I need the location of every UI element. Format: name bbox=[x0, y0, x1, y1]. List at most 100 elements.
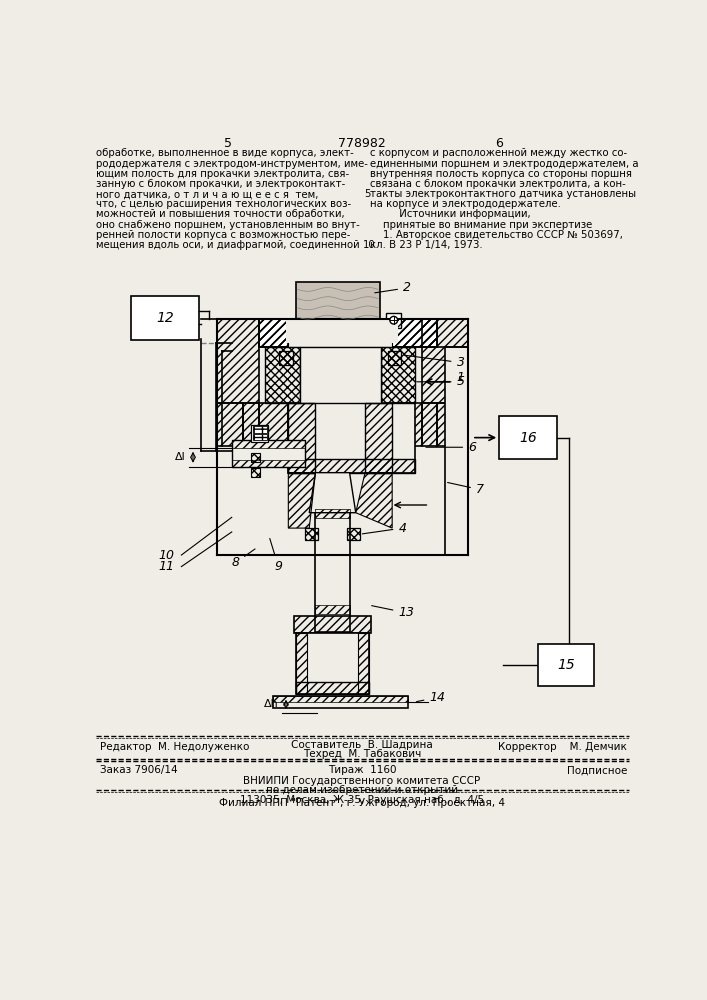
Bar bbox=[315, 509, 349, 518]
Text: Редактор  М. Недолуженко: Редактор М. Недолуженко bbox=[100, 742, 250, 752]
Text: 16: 16 bbox=[520, 431, 537, 445]
Bar bbox=[421, 403, 437, 446]
Bar bbox=[380, 347, 416, 403]
Bar bbox=[347, 528, 360, 540]
Bar bbox=[296, 282, 380, 324]
Bar bbox=[286, 320, 398, 343]
Text: Тираж  1160: Тираж 1160 bbox=[328, 765, 396, 775]
Bar bbox=[365, 403, 392, 473]
Bar bbox=[217, 319, 259, 403]
Text: единенными поршнем и электрододержателем, а: единенными поршнем и электрододержателем… bbox=[370, 159, 638, 169]
Text: на корпусе и электрододержателе.: на корпусе и электрододержателе. bbox=[370, 199, 561, 209]
Polygon shape bbox=[309, 473, 356, 513]
Text: Источники информации,: Источники информации, bbox=[370, 209, 530, 219]
Text: Заказ 7906/14: Заказ 7906/14 bbox=[100, 765, 177, 775]
Text: мещения вдоль оси, и диафрагмой, соединенной: мещения вдоль оси, и диафрагмой, соедине… bbox=[96, 240, 360, 250]
Text: 6: 6 bbox=[495, 137, 503, 150]
Bar bbox=[305, 528, 317, 540]
Text: 15: 15 bbox=[557, 658, 575, 672]
Bar bbox=[232, 440, 305, 448]
Bar bbox=[252, 434, 267, 440]
Text: 1. Авторское свидетельство СССР № 503697,: 1. Авторское свидетельство СССР № 503697… bbox=[370, 230, 623, 240]
Text: 8: 8 bbox=[231, 549, 255, 569]
Text: оно снабжено поршнем, установленным во внут-: оно снабжено поршнем, установленным во в… bbox=[96, 220, 360, 230]
Polygon shape bbox=[309, 473, 356, 513]
Text: рододержателя с электродом-инструментом, име-: рододержателя с электродом-инструментом,… bbox=[96, 159, 368, 169]
Bar bbox=[279, 351, 293, 365]
Bar bbox=[259, 320, 286, 347]
Text: 778982: 778982 bbox=[338, 137, 386, 150]
Bar bbox=[392, 319, 437, 347]
Text: занную с блоком прокачки, и электроконтакт-: занную с блоком прокачки, и электроконта… bbox=[96, 179, 346, 189]
Text: 7: 7 bbox=[448, 482, 484, 496]
Bar bbox=[538, 644, 594, 686]
Text: 12: 12 bbox=[156, 311, 174, 325]
Text: ющим полость для прокачки электролита, свя-: ющим полость для прокачки электролита, с… bbox=[96, 169, 349, 179]
Bar bbox=[296, 633, 369, 694]
Bar bbox=[232, 460, 305, 467]
Text: Δl: Δl bbox=[175, 452, 185, 462]
Bar bbox=[288, 403, 416, 473]
Bar bbox=[293, 616, 371, 633]
Text: ного датчика, о т л и ч а ю щ е е с я  тем,: ного датчика, о т л и ч а ю щ е е с я те… bbox=[96, 189, 318, 199]
Text: 2: 2 bbox=[375, 281, 411, 294]
Text: 5: 5 bbox=[416, 375, 464, 388]
Text: 5: 5 bbox=[224, 137, 232, 150]
Bar bbox=[387, 351, 402, 365]
Text: 113035, Москва, Ж-35, Раушская наб., д. 4/5: 113035, Москва, Ж-35, Раушская наб., д. … bbox=[240, 795, 484, 805]
Text: по делам изобретений и открытий: по делам изобретений и открытий bbox=[266, 785, 458, 795]
Circle shape bbox=[390, 316, 397, 324]
Text: 13: 13 bbox=[372, 606, 414, 619]
Bar bbox=[273, 696, 408, 702]
Text: Корректор    М. Демчик: Корректор М. Демчик bbox=[498, 742, 627, 752]
Bar bbox=[295, 324, 381, 329]
Text: 4: 4 bbox=[363, 522, 407, 535]
Text: ВНИИПИ Государственного комитета СССР: ВНИИПИ Государственного комитета СССР bbox=[243, 776, 481, 786]
Text: Составитель  В. Шадрина: Составитель В. Шадрина bbox=[291, 740, 433, 750]
Text: 10: 10 bbox=[158, 549, 174, 562]
Bar bbox=[265, 347, 300, 403]
Bar bbox=[243, 403, 259, 446]
Text: 5: 5 bbox=[364, 189, 370, 199]
Bar bbox=[251, 468, 260, 477]
Bar bbox=[288, 459, 416, 473]
Text: с корпусом и расположенной между жестко со-: с корпусом и расположенной между жестко … bbox=[370, 148, 627, 158]
Bar bbox=[259, 403, 288, 446]
Bar bbox=[315, 509, 349, 632]
Text: что, с целью расширения технологических воз-: что, с целью расширения технологических … bbox=[96, 199, 351, 209]
Text: Подписное: Подписное bbox=[566, 765, 627, 775]
Text: ренней полости корпуса с возможностью пере-: ренней полости корпуса с возможностью пе… bbox=[96, 230, 351, 240]
Text: такты электроконтактного датчика установлены: такты электроконтактного датчика установ… bbox=[370, 189, 636, 199]
Text: обработке, выполненное в виде корпуса, элект-: обработке, выполненное в виде корпуса, э… bbox=[96, 148, 354, 158]
Bar bbox=[288, 319, 392, 347]
Text: можностей и повышения точности обработки,: можностей и повышения точности обработки… bbox=[96, 209, 345, 219]
Bar bbox=[437, 403, 468, 446]
Bar bbox=[392, 403, 421, 446]
Text: принятые во внимание при экспертизе: принятые во внимание при экспертизе bbox=[370, 220, 592, 230]
Text: 9: 9 bbox=[270, 538, 282, 573]
Bar bbox=[421, 319, 468, 403]
Text: 10: 10 bbox=[363, 240, 375, 250]
Bar bbox=[131, 296, 199, 340]
Bar bbox=[398, 320, 437, 347]
Text: 11: 11 bbox=[158, 560, 174, 573]
Text: Δh: Δh bbox=[264, 699, 279, 709]
Bar bbox=[296, 682, 369, 694]
Bar bbox=[315, 605, 349, 614]
Text: Филиал ППП "Патент", г. Ужгород, ул. Проектная, 4: Филиал ППП "Патент", г. Ужгород, ул. Про… bbox=[219, 798, 505, 808]
Text: 6: 6 bbox=[426, 441, 476, 454]
Text: 14: 14 bbox=[416, 691, 445, 704]
Bar bbox=[232, 440, 305, 467]
Bar bbox=[251, 425, 268, 442]
Bar bbox=[273, 696, 408, 708]
Bar bbox=[296, 633, 307, 694]
Bar bbox=[252, 426, 267, 433]
Text: связана с блоком прокачки электролита, а кон-: связана с блоком прокачки электролита, а… bbox=[370, 179, 626, 189]
Text: 3: 3 bbox=[404, 355, 464, 369]
Bar bbox=[259, 319, 437, 347]
Text: кл. В 23 Р 1/14, 1973.: кл. В 23 Р 1/14, 1973. bbox=[370, 240, 482, 250]
Text: внутренняя полость корпуса со стороны поршня: внутренняя полость корпуса со стороны по… bbox=[370, 169, 631, 179]
Bar bbox=[259, 319, 288, 347]
Bar bbox=[386, 312, 402, 328]
Text: Техред  М. Табакович: Техред М. Табакович bbox=[303, 749, 421, 759]
